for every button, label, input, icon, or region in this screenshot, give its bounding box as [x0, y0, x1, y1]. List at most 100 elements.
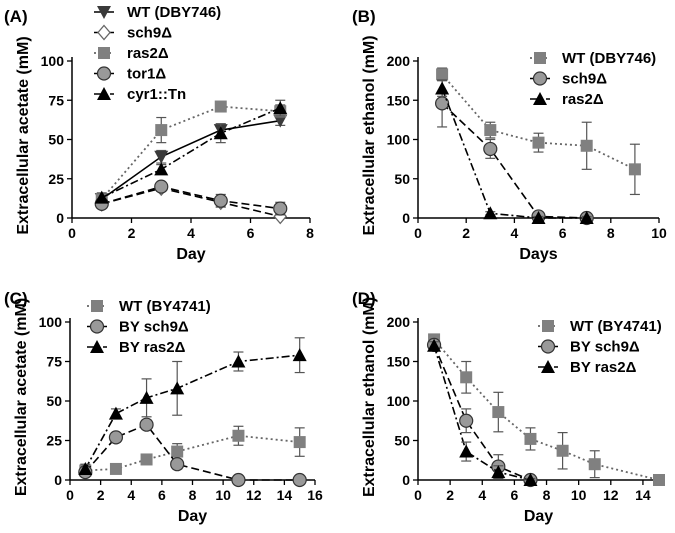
x-tick-label: 4 — [511, 225, 519, 241]
series-ras2 — [435, 80, 594, 224]
data-point — [273, 201, 288, 216]
data-point — [484, 124, 497, 137]
series-line — [441, 73, 636, 171]
data-point — [293, 436, 306, 449]
data-point — [588, 458, 601, 471]
legend-marker — [542, 320, 554, 332]
data-point — [483, 141, 498, 157]
legend-label: WT (BY4741) — [119, 298, 211, 315]
data-point — [171, 445, 184, 458]
legend-label: sch9Δ — [127, 25, 172, 42]
legend-label: BY sch9Δ — [570, 339, 640, 356]
legend-label: WT (BY4741) — [570, 318, 662, 335]
series-ras2 — [95, 100, 287, 206]
series-by-ras2 — [78, 337, 307, 475]
x-tick-label: 8 — [189, 487, 197, 503]
legend-marker — [91, 300, 103, 312]
data-point — [459, 413, 474, 428]
series-line — [433, 344, 531, 481]
panel-label: (A) — [4, 7, 28, 26]
data-point — [436, 68, 449, 81]
series-by-sch9 — [78, 417, 307, 488]
y-tick-label: 200 — [387, 314, 411, 330]
panel-label: (C) — [4, 289, 28, 308]
data-point — [214, 100, 227, 113]
series-sch9 — [94, 180, 288, 225]
legend-item-wt-dby746: WT (DBY746) — [530, 50, 656, 67]
x-tick-label: 4 — [478, 487, 486, 503]
data-point — [154, 150, 169, 164]
series-line — [441, 88, 587, 219]
panel-2: (C) 0 2 4 6 8 10 12 14 16 0 25 50 75 100 Day Extracellul… — [4, 289, 323, 525]
data-point — [460, 371, 473, 384]
legend-item-ras2: ras2Δ — [94, 45, 169, 62]
x-tick-label: 4 — [187, 225, 195, 241]
legend-label: ras2Δ — [127, 45, 169, 62]
x-axis-label: Day — [176, 246, 205, 263]
data-point — [109, 462, 122, 475]
series-line — [101, 107, 281, 199]
x-tick-label: 6 — [247, 225, 255, 241]
y-tick-label: 150 — [387, 354, 411, 370]
data-point — [94, 190, 109, 204]
series-line — [433, 345, 531, 481]
data-point — [170, 381, 185, 395]
y-axis-label: Extracellular acetate (mM) — [13, 298, 30, 496]
x-tick-label: 0 — [414, 487, 422, 503]
panel-1: (B)0 2 4 6 8 10050100150200DaysExtracellular … — [352, 7, 667, 263]
y-axis-label: Extracellular ethanol (mM) — [361, 297, 378, 497]
legend-marker — [540, 339, 556, 354]
legend-label: BY sch9Δ — [119, 319, 189, 336]
y-tick-label: 100 — [387, 393, 411, 409]
data-point — [292, 472, 307, 488]
legend-marker — [96, 66, 112, 81]
legend-item-by-sch9: BY sch9Δ — [538, 339, 640, 356]
y-tick-label: 75 — [48, 92, 64, 108]
series-line — [101, 119, 281, 200]
y-tick-label: 0 — [402, 210, 410, 226]
y-tick-label: 50 — [394, 433, 410, 449]
data-point — [492, 406, 505, 419]
data-point — [523, 473, 538, 486]
series-wt-dby746 — [94, 114, 288, 207]
x-tick-label: 0 — [66, 487, 74, 503]
data-point — [231, 472, 246, 488]
series-wt-by4741 — [79, 425, 306, 477]
y-tick-label: 50 — [394, 171, 410, 187]
data-point — [483, 206, 498, 220]
legend-item-wt-by4741: WT (BY4741) — [87, 298, 211, 315]
series-cyr1-tn — [94, 99, 288, 204]
x-tick-label: 10 — [571, 487, 587, 503]
data-point — [108, 430, 124, 445]
panel-3: (D) 0 2 4 6 8 10 12 14 0 50 100 150 200 Day Extracellul… — [352, 289, 665, 525]
data-point — [435, 81, 450, 95]
data-point — [273, 101, 288, 115]
panel-label: (B) — [352, 7, 376, 26]
x-tick-label: 2 — [97, 487, 105, 503]
legend-marker — [534, 52, 546, 64]
y-axis-label: Extracellular acetate (mM) — [15, 36, 32, 234]
legend-item-by-ras2: BY ras2Δ — [538, 359, 637, 376]
data-point — [78, 461, 93, 475]
y-tick-label: 75 — [46, 354, 62, 370]
data-point — [154, 162, 169, 176]
x-tick-label: 0 — [68, 225, 76, 241]
legend-marker — [98, 47, 110, 59]
data-point — [170, 457, 185, 472]
x-axis-label: Days — [519, 246, 557, 263]
series-line — [101, 187, 281, 218]
data-point — [531, 211, 546, 224]
data-point — [140, 453, 153, 466]
x-tick-label: 8 — [543, 487, 551, 503]
legend-label: sch9Δ — [562, 71, 607, 88]
x-tick-label: 8 — [607, 225, 615, 241]
legend-item-sch9: sch9Δ — [530, 71, 607, 88]
legend-label: ras2Δ — [562, 91, 604, 108]
data-point — [155, 124, 168, 137]
legend-item-by-sch9: BY sch9Δ — [87, 319, 189, 336]
legend-item-ras2: ras2Δ — [530, 91, 604, 108]
y-tick-label: 0 — [402, 472, 410, 488]
x-tick-label: 8 — [306, 225, 314, 241]
y-tick-label: 0 — [54, 472, 62, 488]
